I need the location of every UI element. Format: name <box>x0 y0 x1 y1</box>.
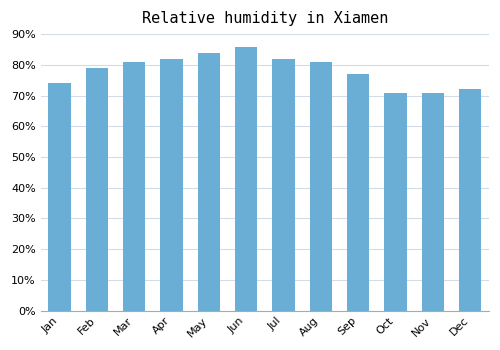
Bar <box>272 59 294 310</box>
Bar <box>198 52 220 310</box>
Bar <box>384 92 406 310</box>
Bar <box>235 47 258 310</box>
Bar <box>459 90 481 310</box>
Title: Relative humidity in Xiamen: Relative humidity in Xiamen <box>142 11 388 26</box>
Bar <box>347 74 370 310</box>
Bar <box>310 62 332 310</box>
Bar <box>123 62 146 310</box>
Bar <box>86 68 108 310</box>
Bar <box>160 59 182 310</box>
Bar <box>48 83 70 310</box>
Bar <box>422 92 444 310</box>
